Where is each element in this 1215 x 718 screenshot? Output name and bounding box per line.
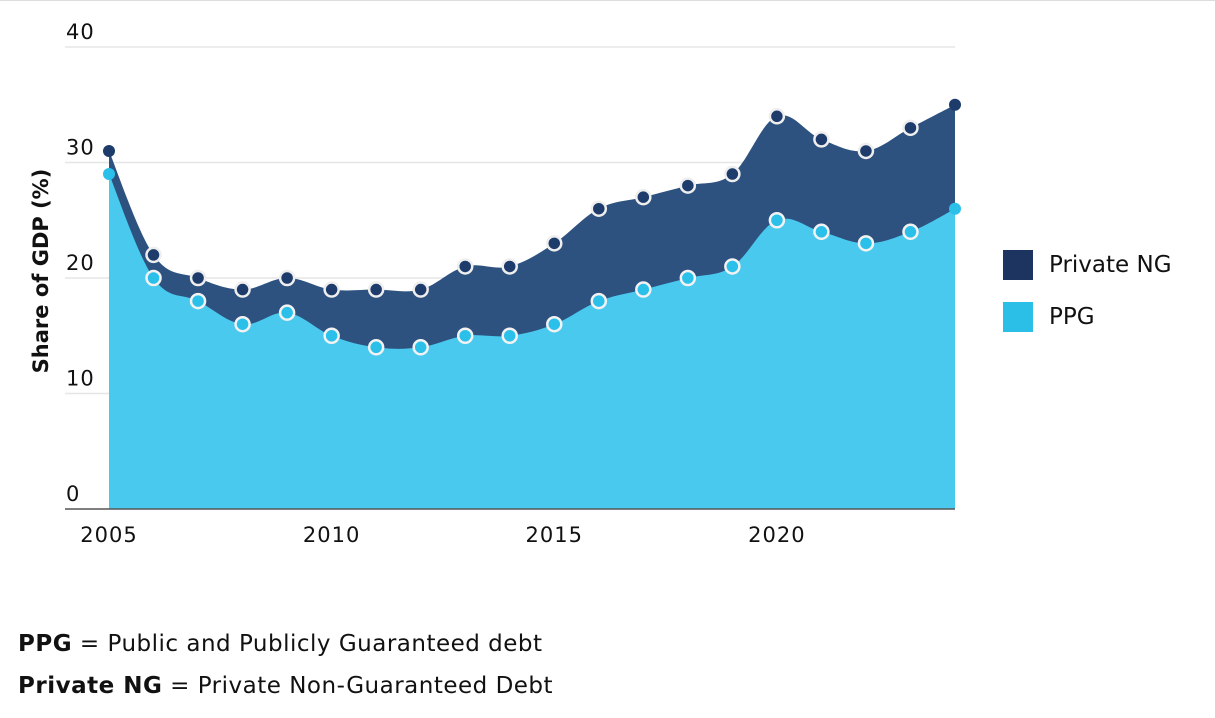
x-tick-label: 2010: [303, 523, 360, 547]
point-private-ng[interactable]: [857, 142, 875, 160]
point-ppg[interactable]: [189, 292, 207, 310]
point-ppg[interactable]: [278, 304, 296, 321]
x-tick-label: 2015: [526, 523, 583, 547]
footnote-term: PPG: [18, 631, 73, 657]
y-tick-label: 20: [66, 251, 95, 275]
y-tick-label: 30: [66, 136, 95, 160]
point-private-ng[interactable]: [367, 281, 385, 298]
point-ppg[interactable]: [501, 327, 518, 344]
point-private-ng[interactable]: [679, 177, 697, 194]
footnote-term: Private NG: [18, 673, 163, 699]
point-ppg[interactable]: [546, 315, 563, 333]
point-ppg[interactable]: [412, 339, 429, 356]
legend-item-ppg: PPG: [1003, 291, 1172, 343]
point-ppg[interactable]: [103, 168, 115, 181]
legend-label: Private NG: [1049, 252, 1172, 278]
point-private-ng[interactable]: [635, 188, 652, 206]
point-ppg[interactable]: [323, 327, 340, 344]
point-ppg[interactable]: [857, 235, 875, 252]
point-private-ng[interactable]: [145, 246, 162, 264]
point-ppg[interactable]: [679, 269, 697, 287]
x-tick-label: 2005: [80, 523, 137, 547]
point-ppg[interactable]: [456, 327, 474, 344]
point-ppg[interactable]: [145, 269, 162, 287]
legend-label: PPG: [1049, 304, 1095, 330]
point-ppg[interactable]: [949, 202, 961, 215]
legend-swatch-private-ng: [1003, 250, 1033, 280]
point-private-ng[interactable]: [813, 131, 830, 148]
point-private-ng[interactable]: [768, 108, 786, 125]
y-tick-label: 40: [66, 20, 95, 44]
point-private-ng[interactable]: [323, 281, 340, 298]
footnote-definition: = Public and Publicly Guaranteed debt: [72, 631, 543, 657]
point-ppg[interactable]: [902, 223, 919, 241]
area-ppg: [109, 174, 955, 510]
legend-swatch-ppg: [1003, 302, 1033, 332]
point-private-ng[interactable]: [501, 258, 518, 275]
point-ppg[interactable]: [813, 223, 830, 241]
point-ppg[interactable]: [590, 292, 608, 310]
point-private-ng[interactable]: [590, 200, 608, 217]
footnote-definition: = Private Non-Guaranteed Debt: [162, 673, 554, 699]
point-ppg[interactable]: [768, 212, 786, 229]
footnote-ppg: PPG = Public and Publicly Guaranteed deb…: [18, 623, 553, 665]
x-tick-label: 2020: [748, 523, 805, 547]
point-private-ng[interactable]: [103, 144, 115, 157]
footnote-private-ng: Private NG = Private Non-Guaranteed Debt: [18, 665, 553, 707]
point-ppg[interactable]: [635, 281, 652, 298]
point-private-ng[interactable]: [234, 281, 251, 298]
y-axis-label: Share of GDP (%): [29, 169, 53, 374]
point-private-ng[interactable]: [546, 235, 563, 252]
footnotes: PPG = Public and Publicly Guaranteed deb…: [18, 623, 553, 707]
point-ppg[interactable]: [724, 258, 741, 275]
point-private-ng[interactable]: [456, 258, 474, 275]
point-private-ng[interactable]: [724, 165, 741, 183]
legend-item-private-ng: Private NG: [1003, 239, 1172, 291]
point-private-ng[interactable]: [902, 119, 919, 137]
point-private-ng[interactable]: [278, 269, 296, 287]
point-ppg[interactable]: [234, 315, 251, 333]
point-private-ng[interactable]: [949, 98, 961, 111]
point-ppg[interactable]: [367, 339, 385, 356]
y-tick-label: 10: [66, 367, 95, 391]
y-tick-label: 0: [66, 482, 80, 506]
legend: Private NG PPG: [1003, 239, 1172, 343]
point-private-ng[interactable]: [189, 269, 207, 287]
point-private-ng[interactable]: [412, 281, 429, 298]
